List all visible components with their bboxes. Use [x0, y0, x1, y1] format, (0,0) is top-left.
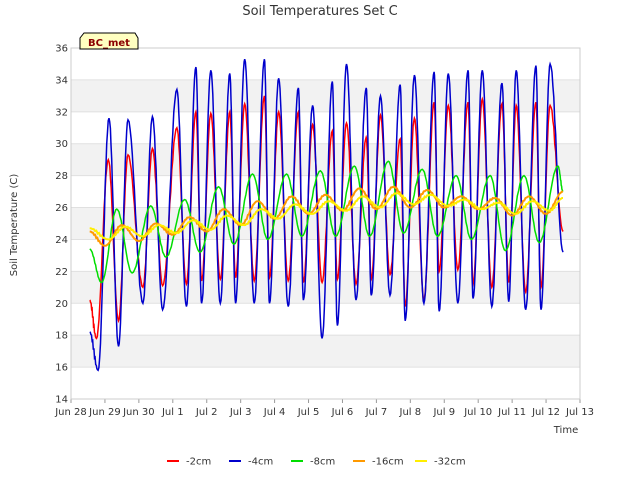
series-line-minus-16cm	[89, 185, 564, 247]
x-tick-label: Jul 13	[565, 407, 594, 418]
series-lines	[89, 59, 564, 372]
plot-frame	[70, 47, 581, 400]
x-axis-ticks: Jun 28 Jun 29 Jun 30 Jul 1 Jul 2 Jul 3 Jul 4 Ju…	[54, 399, 594, 418]
x-tick-label: Jul 4	[263, 407, 286, 418]
legend: -2cm -4cm -8cm -16cm -32cm	[167, 457, 466, 468]
y-axis-label: Soil Temperature (C)	[9, 174, 20, 277]
x-axis-label: Time	[553, 425, 578, 436]
plot-band	[71, 335, 580, 368]
plot-band	[71, 367, 580, 399]
legend-label: -8cm	[310, 457, 335, 468]
x-tick-label: Jul 7	[365, 407, 388, 418]
y-tick-label: 36	[55, 44, 68, 55]
x-tick-label: Jun 28	[54, 407, 87, 418]
series-line-minus-32cm	[89, 192, 563, 241]
y-tick-label: 34	[55, 75, 68, 86]
station-label: BC_met	[88, 38, 130, 49]
y-tick-label: 28	[55, 171, 68, 182]
x-tick-label: Jul 12	[531, 407, 560, 418]
x-tick-label: Jul 3	[229, 407, 252, 418]
x-tick-label: Jul 2	[195, 407, 218, 418]
plot-band	[71, 79, 580, 112]
legend-label: -16cm	[372, 457, 404, 468]
x-tick-label: Jul 9	[432, 407, 455, 418]
y-tick-label: 30	[55, 139, 68, 150]
y-tick-label: 20	[55, 299, 68, 310]
x-tick-label: Jun 29	[88, 407, 121, 418]
legend-label: -2cm	[186, 457, 211, 468]
y-tick-label: 14	[55, 395, 68, 406]
y-tick-label: 26	[55, 203, 68, 214]
plot-band	[71, 111, 580, 144]
x-tick-label: Jul 11	[497, 407, 526, 418]
y-tick-label: 18	[55, 331, 68, 342]
x-tick-label: Jul 8	[399, 407, 422, 418]
x-tick-label: Jun 30	[122, 407, 155, 418]
x-tick-label: Jul 6	[331, 407, 354, 418]
y-tick-label: 32	[55, 107, 68, 118]
y-tick-label: 16	[55, 363, 68, 374]
chart-title: Soil Temperatures Set C	[242, 4, 397, 19]
station-badge: BC_met	[79, 32, 139, 50]
series-line-minus-8cm	[89, 160, 564, 284]
y-tick-label: 22	[55, 267, 68, 278]
plot-band	[71, 303, 580, 336]
y-tick-label: 24	[55, 235, 68, 246]
x-tick-label: Jul 10	[463, 407, 492, 418]
legend-label: -32cm	[434, 457, 466, 468]
x-tick-label: Jul 1	[161, 407, 184, 418]
x-tick-label: Jul 5	[297, 407, 320, 418]
plot-band	[71, 48, 580, 80]
legend-label: -4cm	[248, 457, 273, 468]
y-axis-ticks: 14 16 18 20 22 24 26 28 30 32 34 36	[55, 44, 68, 406]
